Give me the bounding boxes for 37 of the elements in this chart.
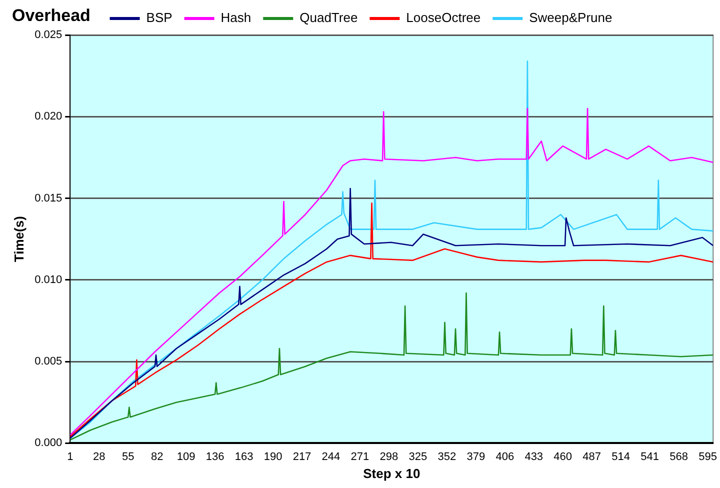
legend-label: Hash xyxy=(220,10,252,26)
x-tick-label: 55 xyxy=(122,450,134,463)
x-tick-label: 109 xyxy=(176,450,196,463)
x-tick-label: 244 xyxy=(322,450,340,463)
x-tick-label: 433 xyxy=(524,450,544,463)
y-tick-label: 0.015 xyxy=(34,192,62,204)
chart-title: Overhead xyxy=(12,6,90,26)
x-tick-label: 1 xyxy=(67,450,74,463)
x-tick-label: 271 xyxy=(350,450,370,463)
x-tick-label: 217 xyxy=(292,450,312,463)
x-tick-label: 82 xyxy=(150,450,164,463)
x-tick-label: 298 xyxy=(380,450,398,463)
x-axis-title: Step x 10 xyxy=(363,466,420,481)
y-tick-label: 0.025 xyxy=(34,29,62,42)
x-tick-label: 28 xyxy=(92,450,106,463)
x-tick-label: 541 xyxy=(640,450,659,463)
legend-label: QuadTree xyxy=(300,10,358,26)
y-axis-title: Time(s) xyxy=(11,216,26,262)
y-tick-label: 0.005 xyxy=(34,356,62,368)
legend-label: LooseOctree xyxy=(406,10,481,26)
x-tick-label: 406 xyxy=(496,450,514,463)
y-tick-label: 0.010 xyxy=(34,274,62,286)
x-tick-label: 595 xyxy=(698,450,717,463)
x-tick-label: 487 xyxy=(582,450,602,463)
y-tick-label: 0.020 xyxy=(34,110,62,123)
x-tick-label: 568 xyxy=(670,450,688,463)
legend-label: Sweep&Prune xyxy=(529,10,612,26)
x-tick-label: 190 xyxy=(264,450,282,463)
x-tick-label: 136 xyxy=(206,450,224,463)
x-tick-label: 325 xyxy=(408,450,428,463)
x-tick-label: 352 xyxy=(438,450,456,463)
x-tick-label: 379 xyxy=(466,450,486,463)
x-tick-label: 163 xyxy=(234,450,254,463)
y-tick-label: 0.000 xyxy=(34,437,62,450)
x-tick-label: 514 xyxy=(612,450,630,463)
legend-label: BSP xyxy=(146,10,172,26)
x-tick-label: 460 xyxy=(554,450,572,463)
